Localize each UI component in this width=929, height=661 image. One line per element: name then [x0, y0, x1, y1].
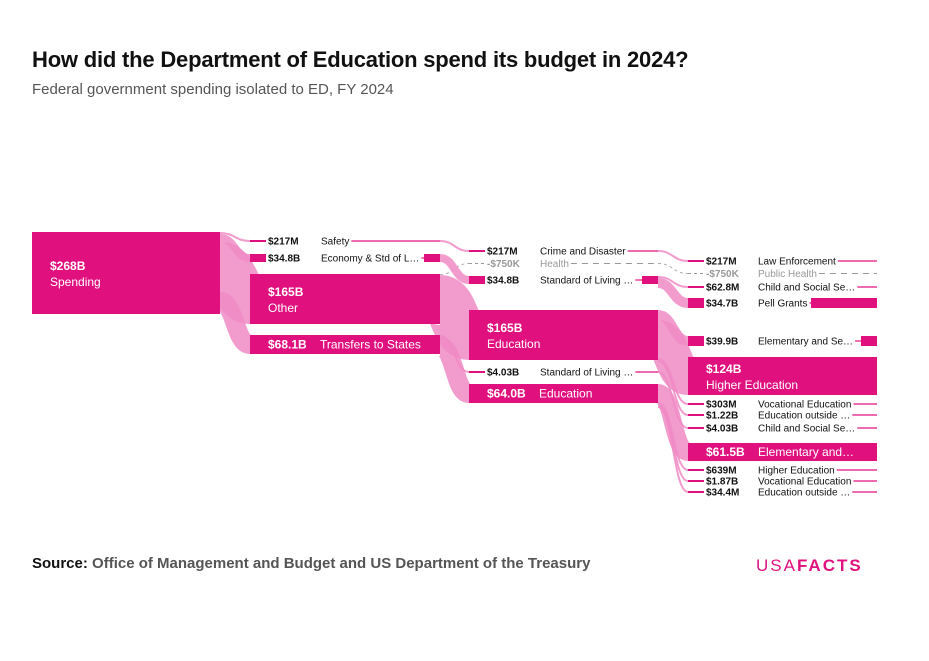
link-econ-sol1 [439, 254, 470, 284]
node-value-crime: $217M [487, 247, 518, 258]
node-value-voc1: $303M [706, 400, 737, 411]
node-edu1[interactable] [469, 310, 658, 360]
node-value-elem1: $39.9B [706, 337, 738, 348]
node-name-css1: Child and Social Se… [758, 283, 855, 294]
node-value-sol2: $4.03B [487, 368, 519, 379]
node-bar-pell[interactable] [811, 298, 877, 308]
node-value-elem2: $61.5B [706, 445, 745, 459]
link-edu2-elem2 [654, 384, 692, 461]
node-name-transfers: Transfers to States [320, 338, 421, 352]
node-value-econ: $34.8B [268, 254, 300, 265]
node-value-css1: $62.8M [706, 283, 739, 294]
link-spending-transfers [217, 292, 253, 354]
node-value-safety: $217M [268, 237, 299, 248]
sankey-nodes [32, 232, 877, 493]
node-name-higher2: Higher Education [758, 466, 835, 477]
node-other[interactable] [250, 274, 440, 324]
link-transfers-edu2 [436, 337, 473, 403]
link-edu2-voc2 [657, 404, 689, 482]
link-edu1-higher1 [649, 320, 697, 395]
link-spending-safety [219, 232, 251, 242]
node-name-edu1: Education [487, 337, 540, 351]
node-name-law: Law Enforcement [758, 257, 836, 268]
node-value-pubhealth: -$750K [706, 269, 740, 280]
link-edu2-higher2 [657, 402, 689, 471]
node-bar-sol1[interactable] [642, 276, 658, 284]
node-elem2[interactable] [688, 443, 877, 461]
node-name-pell: Pell Grants [758, 299, 807, 310]
link-edu1-eduout1 [657, 360, 689, 416]
node-value-eduout2: $34.4M [706, 488, 739, 499]
node-value-other: $165B [268, 285, 304, 299]
node-name-spending: Spending [50, 275, 101, 289]
node-value-edu1: $165B [487, 321, 523, 335]
node-value-edu2: $64.0B [487, 387, 526, 401]
link-sol1-css1 [657, 276, 689, 288]
source-label: Source: [32, 555, 88, 572]
node-name-sol2: Standard of Living … [540, 368, 633, 379]
node-name-pubhealth: Public Health [758, 269, 817, 280]
node-spending[interactable] [32, 232, 220, 314]
sankey-labels: $268B Spending $217M Safety $34.8B Economy & … [50, 237, 855, 499]
node-name-elem2: Elementary and… [758, 445, 854, 459]
source-note: Source: Office of Management and Budget … [32, 555, 590, 572]
node-value-eduout1: $1.22B [706, 411, 738, 422]
node-value-spending: $268B [50, 259, 86, 273]
node-name-sol1: Standard of Living … [540, 276, 633, 287]
node-name-voc2: Vocational Education [758, 477, 851, 488]
link-edu2-eduout2 [657, 406, 689, 493]
node-name-elem1: Elementary and Se… [758, 337, 853, 348]
source-text: Office of Management and Budget and US D… [92, 555, 591, 572]
node-name-css2: Child and Social Se… [758, 424, 855, 435]
link-edu1-voc1 [657, 358, 689, 405]
node-edu2[interactable] [469, 384, 658, 403]
node-value-pell: $34.7B [706, 299, 738, 310]
link-crime-law [657, 250, 689, 262]
link-other-edu1 [426, 275, 483, 360]
node-value-transfers: $68.1B [268, 338, 307, 352]
node-name-eduout1: Education outside … [758, 411, 850, 422]
node-value-higher1: $124B [706, 362, 742, 376]
link-safety-crime [439, 240, 470, 252]
node-name-safety: Safety [321, 237, 349, 248]
node-name-health: Health [540, 259, 569, 270]
node-name-higher1: Higher Education [706, 378, 798, 392]
node-name-econ: Economy & Std of L… [321, 254, 419, 265]
link-spending-other [207, 242, 263, 324]
node-name-voc1: Vocational Education [758, 400, 851, 411]
chart-subtitle: Federal government spending isolated to … [32, 81, 394, 98]
node-value-health: -$750K [487, 259, 521, 270]
node-value-css2: $4.03B [706, 424, 738, 435]
node-name-crime: Crime and Disaster [540, 247, 626, 258]
sankey-links [207, 232, 697, 493]
node-higher1[interactable] [688, 357, 877, 395]
node-name-other: Other [268, 301, 298, 315]
node-name-eduout2: Education outside … [758, 488, 850, 499]
node-name-edu2: Education [539, 387, 592, 401]
node-value-law: $217M [706, 257, 737, 268]
node-transfers[interactable] [250, 335, 440, 354]
usafacts-logo[interactable]: USAFACTS [756, 556, 863, 576]
link-sol1-pell [657, 278, 689, 308]
node-bar-econ[interactable] [424, 254, 440, 262]
node-value-voc2: $1.87B [706, 477, 738, 488]
logo-usa: USA [756, 556, 797, 575]
node-bar-elem1[interactable] [861, 336, 877, 346]
node-value-sol1: $34.8B [487, 276, 519, 287]
chart-title: How did the Department of Education spen… [32, 47, 689, 72]
logo-facts: FACTS [796, 556, 863, 575]
node-value-higher2: $639M [706, 466, 737, 477]
link-health-pubhealth [657, 263, 689, 274]
